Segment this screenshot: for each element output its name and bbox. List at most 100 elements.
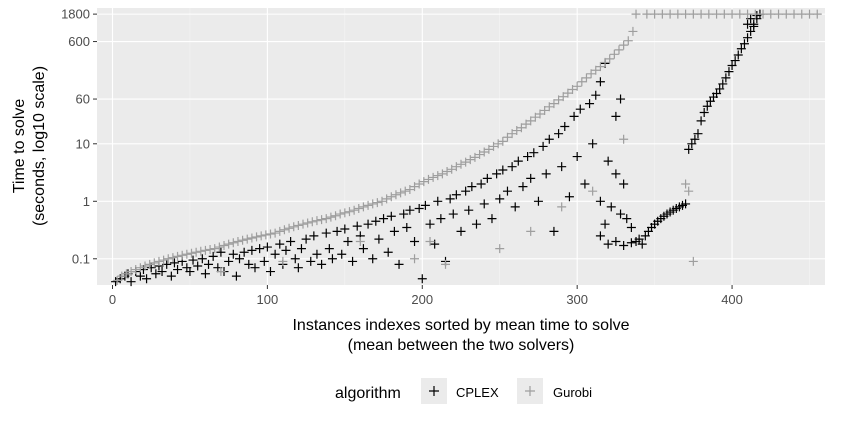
cplex-point — [476, 179, 486, 189]
cplex-point — [371, 216, 381, 226]
cplex-point — [405, 205, 415, 215]
cplex-point — [724, 67, 734, 77]
gurobi-point — [684, 186, 694, 196]
legend-title: algorithm — [335, 385, 401, 402]
gurobi-point — [117, 271, 127, 281]
cplex-point — [557, 162, 567, 172]
gurobi-point — [447, 164, 457, 174]
cplex-point — [526, 173, 536, 183]
gurobi-point — [619, 134, 629, 144]
cplex-point — [185, 267, 195, 277]
gurobi-point — [205, 245, 215, 255]
cplex-point — [541, 169, 551, 179]
cplex-point — [585, 99, 595, 109]
gurobi-point — [289, 222, 299, 232]
cplex-point — [702, 101, 712, 111]
gurobi-point — [270, 228, 280, 238]
y-tick-label: 60 — [76, 92, 90, 107]
gurobi-point — [121, 269, 131, 279]
gurobi-point — [586, 69, 596, 79]
gurobi-point — [735, 9, 745, 19]
legend-key-gurobi — [525, 386, 535, 396]
x-axis-ticks: 0 100 200 300 400 — [109, 285, 743, 307]
cplex-point — [467, 182, 477, 192]
cplex-point — [259, 256, 269, 266]
x-axis-title-line1: Instances indexes sorted by mean time to… — [292, 317, 629, 334]
cplex-point — [151, 269, 161, 279]
cplex-point — [736, 44, 746, 54]
gurobi-point — [200, 245, 210, 255]
cplex-point — [363, 219, 373, 229]
cplex-point — [169, 258, 179, 268]
cplex-point — [727, 60, 737, 70]
cplex-point — [507, 162, 517, 172]
gurobi-point — [704, 9, 714, 19]
gurobi-point — [298, 219, 308, 229]
gurobi-point — [521, 119, 531, 129]
gurobi-point — [410, 182, 420, 192]
gurobi-point — [743, 9, 753, 19]
cplex-point — [402, 223, 412, 233]
cplex-point — [611, 111, 621, 121]
cplex-point — [471, 219, 481, 229]
gurobi-point — [126, 267, 136, 277]
cplex-point — [374, 234, 384, 244]
cplex-point — [718, 79, 728, 89]
cplex-point — [529, 148, 539, 158]
cplex-point — [135, 271, 145, 281]
cplex-point — [712, 88, 722, 98]
cplex-point — [554, 129, 564, 139]
cplex-point — [569, 111, 579, 121]
cplex-point — [348, 256, 358, 266]
gurobi-point — [544, 102, 554, 112]
gurobi-point — [224, 239, 234, 249]
cplex-point — [482, 173, 492, 183]
cplex-point — [451, 190, 461, 200]
gurobi-point — [358, 202, 368, 212]
cplex-point — [487, 214, 497, 224]
gurobi-point — [135, 263, 145, 273]
cplex-point — [290, 254, 300, 264]
cplex-point — [317, 259, 327, 269]
gurobi-point — [774, 9, 784, 19]
cplex-point — [690, 134, 700, 144]
y-tick-label: 10 — [76, 136, 90, 151]
gurobi-point — [631, 9, 641, 19]
legend-cplex-plus — [429, 386, 439, 396]
gurobi-point — [475, 150, 485, 160]
cplex-point — [173, 265, 183, 275]
cplex-point — [111, 277, 121, 287]
cplex-point — [379, 214, 389, 224]
cplex-point — [588, 139, 598, 149]
y-axis-ticks: 0.1 1 10 60 600 1800 — [61, 7, 97, 266]
gurobi-point — [317, 215, 327, 225]
cplex-point — [564, 192, 574, 202]
gurobi-point — [396, 188, 406, 198]
gurobi-point — [557, 202, 567, 212]
cplex-point — [281, 245, 291, 255]
gurobi-point — [154, 256, 164, 266]
gurobi-point — [326, 212, 336, 222]
cplex-point — [433, 196, 443, 206]
gurobi-point — [256, 231, 266, 241]
cplex-point — [626, 238, 636, 248]
gurobi-point — [377, 196, 387, 206]
gurobi-point — [591, 65, 601, 75]
cplex-point — [637, 239, 647, 249]
cplex-point — [619, 179, 629, 189]
gurobi-point — [516, 123, 526, 133]
gurobi-point — [368, 199, 378, 209]
cplex-point — [275, 239, 285, 249]
gurobi-point — [335, 209, 345, 219]
gurobi-point — [600, 57, 610, 67]
cplex-point — [239, 247, 249, 257]
gurobi-point — [681, 9, 691, 19]
gurobi-point — [688, 256, 698, 266]
gurobi-point — [216, 267, 226, 277]
gurobi-point — [502, 132, 512, 142]
cplex-point — [513, 156, 523, 166]
gurobi-point — [577, 77, 587, 87]
gurobi-point — [563, 88, 573, 98]
cplex-point — [309, 231, 319, 241]
gurobi-point — [238, 235, 248, 245]
